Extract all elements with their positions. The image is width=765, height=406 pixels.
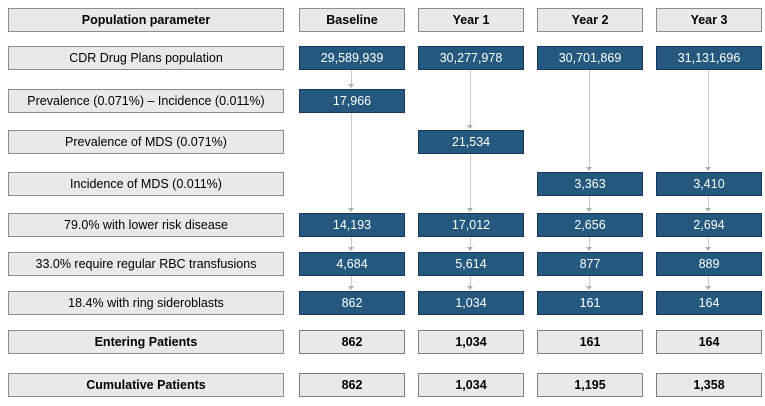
value-cell: 5,614 <box>418 252 524 276</box>
column-header-year1: Year 1 <box>418 8 524 32</box>
value-cell: 1,034 <box>418 291 524 315</box>
value-cell: 17,012 <box>418 213 524 237</box>
summary-cell: 862 <box>299 330 405 354</box>
value-cell: 30,277,978 <box>418 46 524 70</box>
row-label-lower-risk: 79.0% with lower risk disease <box>8 213 284 237</box>
row-label-prevalence-mds: Prevalence of MDS (0.071%) <box>8 130 284 154</box>
flow-arrow <box>467 154 473 212</box>
column-header-baseline: Baseline <box>299 8 405 32</box>
value-cell: 862 <box>299 291 405 315</box>
flow-arrow <box>348 276 354 290</box>
value-cell: 29,589,939 <box>299 46 405 70</box>
value-cell: 161 <box>537 291 643 315</box>
flow-arrow <box>348 70 354 88</box>
flow-arrow <box>348 113 354 212</box>
value-cell: 3,363 <box>537 172 643 196</box>
value-cell: 164 <box>656 291 762 315</box>
row-label-rbc-transfusions: 33.0% require regular RBC transfusions <box>8 252 284 276</box>
summary-cell: 161 <box>537 330 643 354</box>
summary-cell: 1,034 <box>418 373 524 397</box>
column-header-year2: Year 2 <box>537 8 643 32</box>
value-cell: 877 <box>537 252 643 276</box>
flow-arrow <box>586 237 592 251</box>
value-cell: 21,534 <box>418 130 524 154</box>
summary-cell: 164 <box>656 330 762 354</box>
flow-arrow <box>586 276 592 290</box>
value-cell: 2,694 <box>656 213 762 237</box>
row-label-cdr-population: CDR Drug Plans population <box>8 46 284 70</box>
flow-arrow <box>705 276 711 290</box>
flow-arrow <box>705 196 711 212</box>
flow-arrow <box>467 70 473 129</box>
flow-arrow <box>705 70 711 171</box>
value-cell: 17,966 <box>299 89 405 113</box>
value-cell: 4,684 <box>299 252 405 276</box>
row-label-cumulative-patients: Cumulative Patients <box>8 373 284 397</box>
flow-arrow <box>348 237 354 251</box>
summary-cell: 1,034 <box>418 330 524 354</box>
flow-arrow <box>467 237 473 251</box>
column-header-year3: Year 3 <box>656 8 762 32</box>
value-cell: 3,410 <box>656 172 762 196</box>
value-cell: 2,656 <box>537 213 643 237</box>
summary-cell: 1,195 <box>537 373 643 397</box>
flow-arrow <box>467 276 473 290</box>
flow-arrow <box>586 196 592 212</box>
flow-arrow <box>705 237 711 251</box>
population-parameter-header: Population parameter <box>8 8 284 32</box>
row-label-entering-patients: Entering Patients <box>8 330 284 354</box>
summary-cell: 1,358 <box>656 373 762 397</box>
row-label-ring-sideroblasts: 18.4% with ring sideroblasts <box>8 291 284 315</box>
value-cell: 14,193 <box>299 213 405 237</box>
flow-arrow <box>586 70 592 171</box>
summary-cell: 862 <box>299 373 405 397</box>
row-label-prevalence-incidence: Prevalence (0.071%) – Incidence (0.011%) <box>8 89 284 113</box>
value-cell: 889 <box>656 252 762 276</box>
value-cell: 31,131,696 <box>656 46 762 70</box>
row-label-incidence-mds: Incidence of MDS (0.011%) <box>8 172 284 196</box>
value-cell: 30,701,869 <box>537 46 643 70</box>
